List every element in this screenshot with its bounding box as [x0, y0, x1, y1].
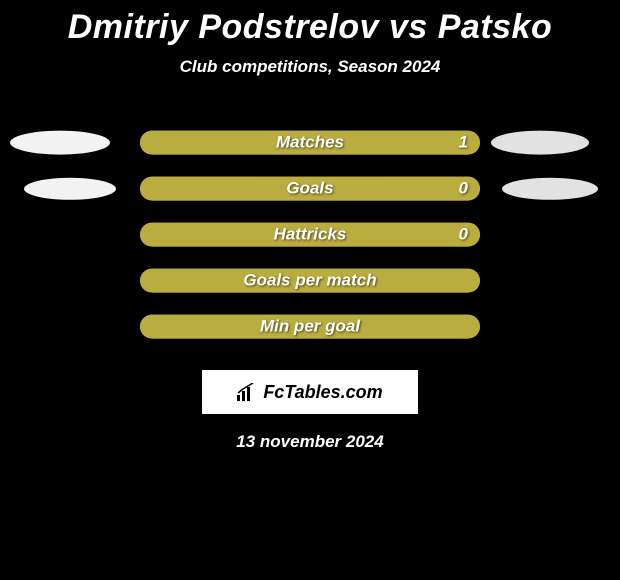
stat-value: 0 — [459, 177, 468, 201]
player-left-marker — [24, 178, 116, 200]
stat-row: Goals0 — [0, 168, 620, 214]
player-right-marker — [502, 178, 598, 200]
stat-bar: Goals0 — [140, 177, 480, 201]
logo: FcTables.com — [237, 382, 382, 403]
logo-text: FcTables.com — [263, 382, 382, 403]
stat-label: Hattricks — [140, 223, 480, 247]
date-text: 13 november 2024 — [0, 432, 620, 452]
stat-label: Min per goal — [140, 315, 480, 339]
page-title: Dmitriy Podstrelov vs Patsko — [0, 0, 620, 47]
stat-row: Min per goal — [0, 306, 620, 352]
stat-bar: Min per goal — [140, 315, 480, 339]
stat-row: Hattricks0 — [0, 214, 620, 260]
stat-bar: Goals per match — [140, 269, 480, 293]
stat-row: Matches1 — [0, 122, 620, 168]
comparison-rows: Matches1Goals0Hattricks0Goals per matchM… — [0, 122, 620, 352]
chart-icon — [237, 383, 259, 401]
stat-label: Goals per match — [140, 269, 480, 293]
stat-bar: Hattricks0 — [140, 223, 480, 247]
logo-box: FcTables.com — [202, 370, 418, 414]
stat-label: Goals — [140, 177, 480, 201]
stat-value: 1 — [459, 131, 468, 155]
stat-value: 0 — [459, 223, 468, 247]
stat-label: Matches — [140, 131, 480, 155]
player-right-marker — [491, 131, 589, 155]
stat-bar: Matches1 — [140, 131, 480, 155]
player-left-marker — [10, 131, 110, 155]
subtitle: Club competitions, Season 2024 — [0, 57, 620, 77]
stat-row: Goals per match — [0, 260, 620, 306]
